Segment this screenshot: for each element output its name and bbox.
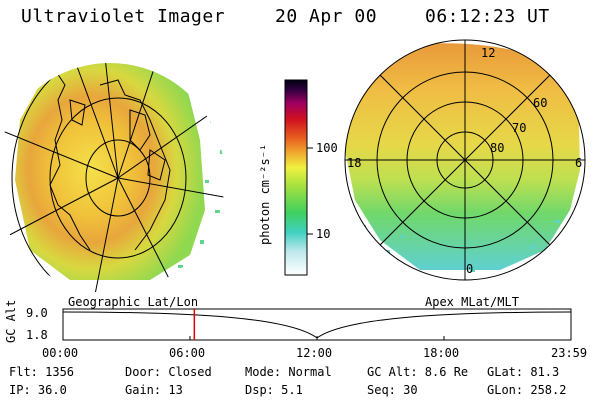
timeline-ytick-low: 1.8 (26, 328, 48, 342)
timeline-ytick-high: 9.0 (26, 306, 48, 320)
app-title: Ultraviolet Imager (21, 6, 226, 27)
mlt-label-18: 18 (347, 156, 362, 170)
colorbar (284, 79, 308, 276)
colorbar-tick-label-10: 10 (316, 227, 331, 241)
info-door: Door: Closed (125, 365, 212, 379)
mlt-label-0: 0 (466, 262, 474, 276)
timeline-xtick-1200: 12:00 (296, 346, 333, 360)
timeline-plot (62, 308, 572, 341)
timeline-xtick-1800: 18:00 (423, 346, 460, 360)
mlt-label-12: 12 (481, 46, 496, 60)
timeline-xtick-0000: 00:00 (42, 346, 79, 360)
timeline-frame (62, 308, 572, 341)
date-label: 20 Apr 00 (275, 6, 378, 27)
info-mode: Mode: Normal (245, 365, 332, 379)
magnetic-image (345, 43, 580, 272)
info-dsp: Dsp: 5.1 (245, 383, 303, 397)
info-seq: Seq: 30 (367, 383, 418, 397)
time-label: 06:12:23 UT (425, 6, 550, 27)
timeline-xtick-2359: 23:59 (551, 346, 588, 360)
left-panel-caption: Geographic Lat/Lon (68, 295, 199, 309)
info-ip: IP: 36.0 (9, 383, 67, 397)
altitude-curve (62, 311, 572, 339)
info-gcalt: GC Alt: 8.6 Re (367, 365, 469, 379)
info-gain: Gain: 13 (125, 383, 183, 397)
mlat-label-80: 80 (490, 141, 505, 155)
timeline-ylabel: GC Alt (4, 299, 18, 343)
info-glon: GLon: 258.2 (487, 383, 567, 397)
mlat-label-70: 70 (512, 121, 527, 135)
colorbar-tick-label-100: 100 (316, 141, 338, 155)
info-flt: Flt: 1356 (9, 365, 75, 379)
mlt-label-6: 6 (575, 156, 583, 170)
info-glat: GLat: 81.3 (487, 365, 560, 379)
timeline-xtick-0600: 06:00 (169, 346, 206, 360)
colorbar-unit-label: photon cm⁻²s⁻¹ (258, 143, 272, 245)
mlat-label-60: 60 (533, 96, 548, 110)
right-panel-caption: Apex MLat/MLT (425, 295, 519, 309)
geographic-image (0, 63, 225, 293)
polar-grid (344, 39, 586, 281)
